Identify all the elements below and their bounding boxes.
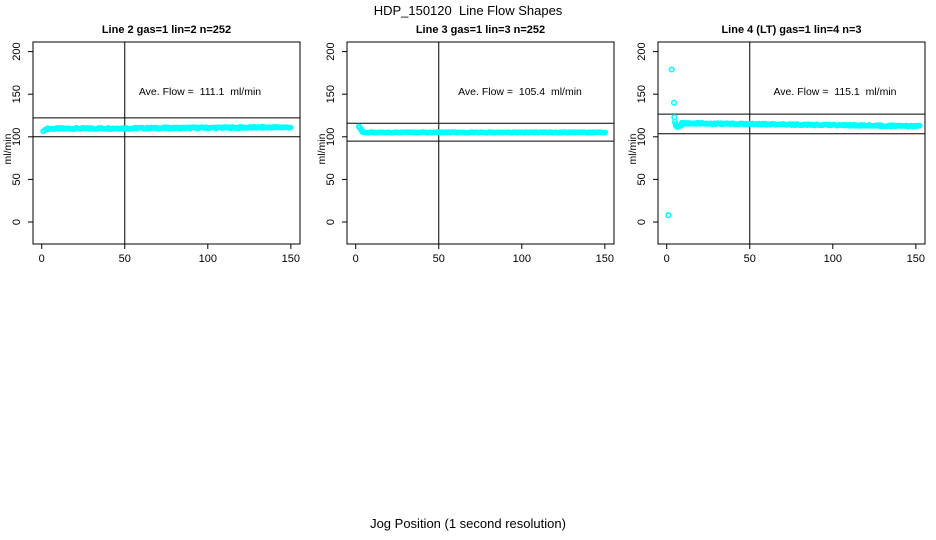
data-point <box>668 66 675 73</box>
x-axis: 0 50 100 150 <box>39 244 300 265</box>
x-tick-label: 100 <box>824 253 842 265</box>
y-axis: 0 50 100 150 200 <box>636 42 658 225</box>
data-point <box>917 122 923 129</box>
x-tick-label: 0 <box>353 253 359 265</box>
y-tick-label: 200 <box>325 42 337 60</box>
data-point <box>602 129 609 136</box>
plot-box <box>32 41 301 245</box>
y-axis: 0 50 100 150 200 <box>325 42 347 225</box>
x-axis: 0 50 100 150 <box>664 244 925 265</box>
plot-box <box>346 41 615 245</box>
page-title: HDP_150120 Line Flow Shapes <box>373 3 563 18</box>
x-tick-label: 0 <box>39 253 45 265</box>
data-points <box>40 123 294 135</box>
panel-2: 0 50 100 150 0 50 100 150 200 <box>325 41 615 265</box>
y-tick-label: 200 <box>636 42 648 60</box>
x-tick-label: 50 <box>119 253 131 265</box>
data-point <box>670 99 678 106</box>
y-tick-label: 50 <box>11 173 23 185</box>
panel3-ave-flow-label: Ave. Flow = 115.1 ml/min <box>773 86 897 98</box>
y-tick-label: 150 <box>11 85 23 103</box>
y-tick-label: 100 <box>636 128 648 146</box>
x-axis: 0 50 100 150 <box>353 244 614 265</box>
y-tick-label: 50 <box>325 173 337 185</box>
panel2-title: Line 3 gas=1 lin=3 n=252 <box>415 24 546 36</box>
x-tick-label: 0 <box>664 253 670 265</box>
x-tick-label: 50 <box>744 253 756 265</box>
data-point <box>671 114 678 121</box>
panel1-title: Line 2 gas=1 lin=2 n=252 <box>101 24 232 36</box>
y-tick-label: 0 <box>325 219 337 225</box>
x-tick-label: 50 <box>433 253 445 265</box>
x-axis-label: Jog Position (1 second resolution) <box>370 516 566 531</box>
data-point <box>288 124 294 131</box>
y-axis: 0 50 100 150 200 <box>11 42 33 225</box>
panel-1: 0 50 100 150 0 50 100 150 200 <box>11 41 301 265</box>
y-tick-label: 100 <box>325 128 337 146</box>
plot-box <box>657 41 926 245</box>
x-tick-label: 150 <box>596 253 614 265</box>
x-tick-label: 150 <box>282 253 300 265</box>
data-point <box>665 212 672 219</box>
panel2-y-axis-label: ml/min <box>316 133 328 165</box>
y-tick-label: 50 <box>636 173 648 185</box>
y-tick-label: 100 <box>11 128 23 146</box>
panel3-y-axis-label: ml/min <box>627 133 639 165</box>
y-tick-label: 150 <box>325 85 337 103</box>
data-points <box>355 123 609 136</box>
y-tick-label: 0 <box>636 219 648 225</box>
y-tick-label: 200 <box>11 42 23 60</box>
data-points <box>665 66 923 219</box>
panel2-ave-flow-label: Ave. Flow = 105.4 ml/min <box>458 86 582 98</box>
panel1-y-axis-label: ml/min <box>2 133 14 165</box>
x-tick-label: 150 <box>907 253 925 265</box>
panel1-ave-flow-label: Ave. Flow = 111.1 ml/min <box>138 86 262 98</box>
panel-3: 0 50 100 150 0 50 100 150 200 <box>636 41 926 265</box>
panel3-title: Line 4 (LT) gas=1 lin=4 n=3 <box>721 24 862 36</box>
y-tick-label: 150 <box>636 85 648 103</box>
y-tick-label: 0 <box>11 219 23 225</box>
x-tick-label: 100 <box>513 253 531 265</box>
x-tick-label: 100 <box>199 253 217 265</box>
